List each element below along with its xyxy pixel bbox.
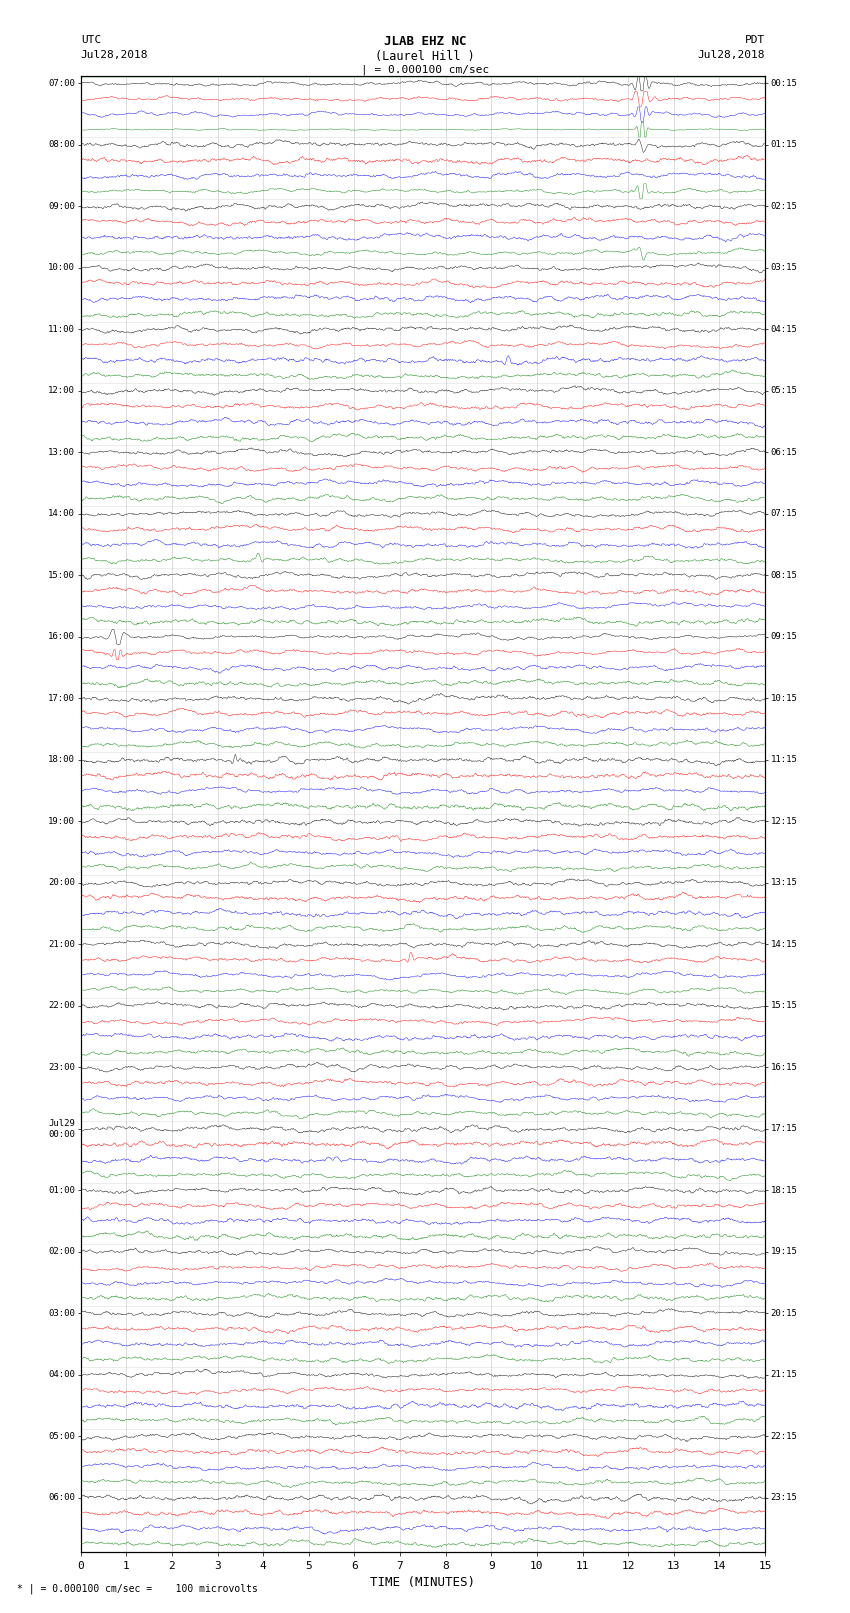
Text: * | = 0.000100 cm/sec =    100 microvolts: * | = 0.000100 cm/sec = 100 microvolts [17,1582,258,1594]
Text: Jul28,2018: Jul28,2018 [698,50,765,60]
X-axis label: TIME (MINUTES): TIME (MINUTES) [371,1576,475,1589]
Text: JLAB EHZ NC: JLAB EHZ NC [383,35,467,48]
Text: | = 0.000100 cm/sec: | = 0.000100 cm/sec [361,65,489,76]
Text: UTC: UTC [81,35,101,45]
Text: Jul28,2018: Jul28,2018 [81,50,148,60]
Text: PDT: PDT [745,35,765,45]
Text: (Laurel Hill ): (Laurel Hill ) [375,50,475,63]
